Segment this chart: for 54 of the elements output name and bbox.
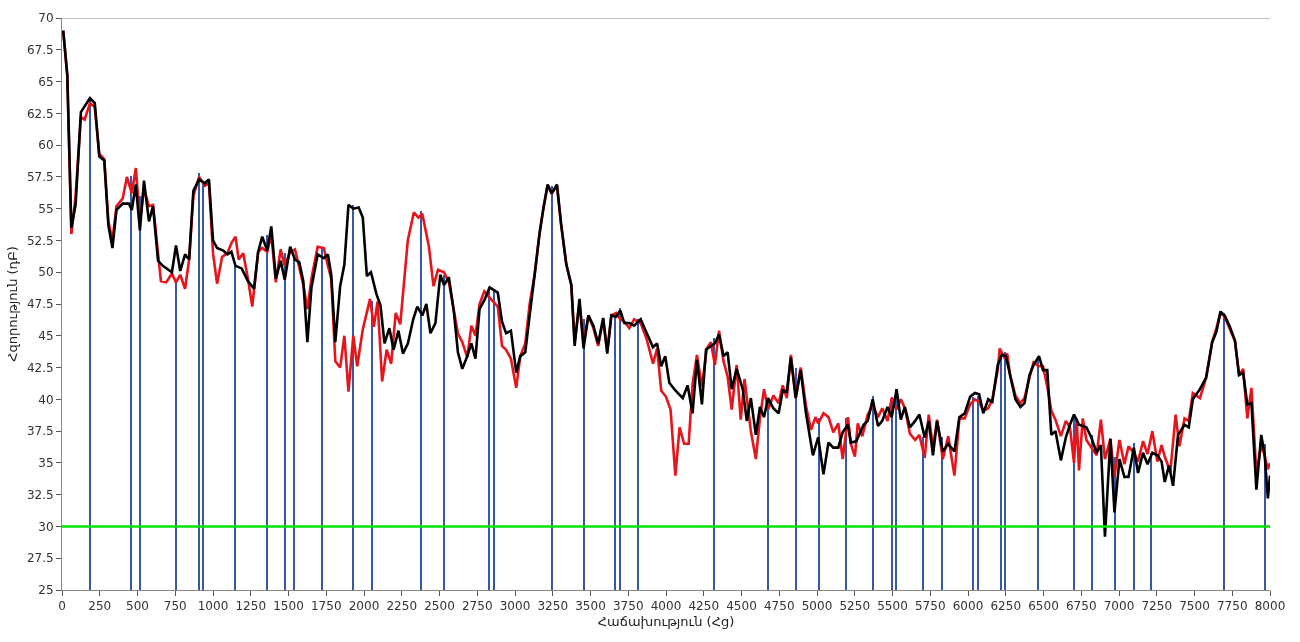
x-tick-label: 1500	[273, 599, 304, 614]
x-tick-label: 2250	[386, 599, 418, 614]
y-tick-label: 65	[38, 74, 54, 89]
x-tick-label: 3500	[575, 599, 606, 614]
y-tick-label: 70	[38, 11, 54, 26]
x-tick-label: 0	[58, 599, 66, 614]
y-tick-label: 40	[38, 392, 54, 407]
x-tick-label: 5500	[877, 599, 908, 614]
y-tick-label: 37.5	[26, 424, 54, 439]
x-axis-title: Հաճախություն (Հց)	[597, 614, 735, 629]
y-tick-label: 25	[38, 583, 54, 598]
y-tick-label: 60	[38, 138, 54, 153]
x-tick-label: 1250	[235, 599, 267, 614]
x-tick-label: 7750	[1216, 599, 1248, 614]
x-tick-label: 5000	[801, 599, 833, 614]
y-tick-label: 57.5	[26, 170, 54, 185]
x-tick-label: 2000	[348, 599, 380, 614]
x-tick-label: 250	[88, 599, 112, 614]
x-tick-label: 750	[163, 599, 187, 614]
x-tick-label: 6750	[1065, 599, 1097, 614]
y-tick-label: 45	[38, 328, 54, 343]
y-tick-label: 32.5	[26, 487, 54, 502]
y-tick-label: 52.5	[26, 233, 54, 248]
x-tick-label: 3750	[612, 599, 644, 614]
x-tick-label: 7250	[1141, 599, 1173, 614]
x-tick-label: 4500	[726, 599, 757, 614]
x-tick-label: 6250	[990, 599, 1022, 614]
y-tick-label: 42.5	[26, 360, 54, 375]
x-tick-label: 4250	[688, 599, 720, 614]
x-tick-label: 4750	[763, 599, 795, 614]
y-tick-label: 30	[38, 519, 54, 534]
x-tick-label: 7000	[1103, 599, 1135, 614]
y-tick-label: 47.5	[26, 297, 54, 312]
y-tick-label: 27.5	[26, 551, 54, 566]
x-tick-label: 3000	[499, 599, 531, 614]
x-tick-label: 5250	[839, 599, 871, 614]
y-tick-label: 35	[38, 456, 54, 471]
x-tick-label: 2750	[461, 599, 493, 614]
y-tick-label: 50	[38, 265, 54, 280]
y-tick-label: 62.5	[26, 106, 54, 121]
x-tick-label: 7500	[1179, 599, 1210, 614]
y-tick-label: 67.5	[26, 42, 54, 57]
x-tick-label: 6500	[1028, 599, 1059, 614]
y-tick-label: 55	[38, 201, 54, 216]
x-tick-label: 1750	[310, 599, 342, 614]
x-tick-label: 2500	[424, 599, 455, 614]
y-axis-title: Հզորություն (դԲ)	[4, 246, 20, 362]
x-tick-label: 3250	[537, 599, 569, 614]
x-tick-label: 5750	[914, 599, 946, 614]
x-tick-label: 8000	[1254, 599, 1286, 614]
x-tick-label: 6000	[952, 599, 984, 614]
x-tick-label: 1000	[197, 599, 229, 614]
x-tick-label: 500	[126, 599, 149, 614]
x-tick-label: 4000	[650, 599, 682, 614]
